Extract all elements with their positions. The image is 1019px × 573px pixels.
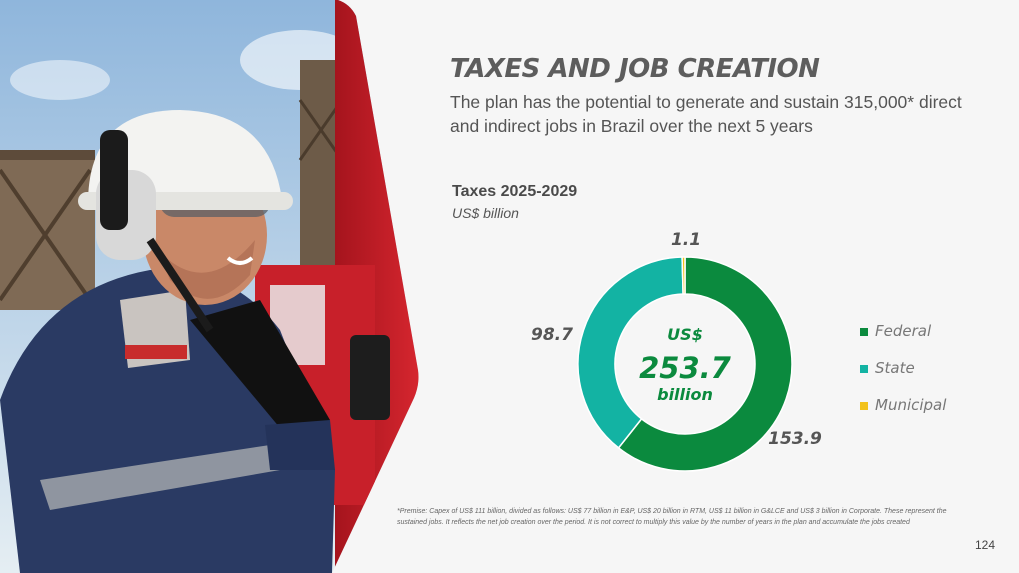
center-total: 253.7 bbox=[639, 351, 732, 385]
legend-swatch-state bbox=[860, 365, 868, 373]
slide-subtitle: The plan has the potential to generate a… bbox=[450, 92, 962, 136]
legend-label-federal: Federal bbox=[875, 322, 932, 340]
slide-title: TAXES AND JOB CREATION bbox=[450, 54, 820, 84]
legend-label-state: State bbox=[875, 359, 915, 377]
legend-label-municipal: Municipal bbox=[875, 396, 947, 414]
slice-federal bbox=[617, 256, 793, 472]
center-currency: US$ bbox=[667, 325, 703, 344]
value-label-state: 98.7 bbox=[531, 325, 573, 345]
chart-title: Taxes 2025-2029 bbox=[452, 183, 578, 200]
center-unit: billion bbox=[657, 385, 713, 404]
page-number: 124 bbox=[974, 538, 995, 552]
legend-swatch-municipal bbox=[860, 402, 868, 410]
value-label-federal: 153.9 bbox=[768, 429, 822, 449]
footnote: *Premise: Capex of US$ 111 billion, divi… bbox=[397, 508, 947, 526]
value-label-municipal: 1.1 bbox=[671, 230, 701, 250]
legend-swatch-federal bbox=[860, 328, 868, 336]
slice-municipal bbox=[681, 256, 686, 295]
slice-state bbox=[577, 256, 684, 449]
chart-unit: US$ billion bbox=[452, 205, 519, 221]
